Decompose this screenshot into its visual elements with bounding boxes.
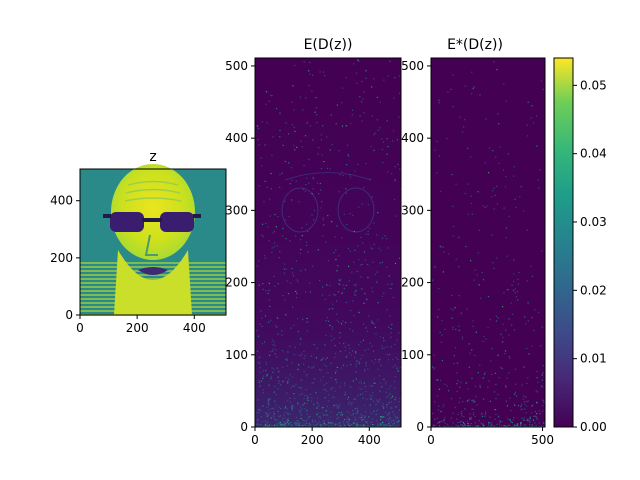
panel-edz-title: E(D(z)) — [304, 37, 353, 53]
colorbar-tick-label: 0.05 — [580, 78, 607, 92]
panel-z:0-xtick-label: 400 — [183, 321, 206, 335]
panel-estar-axes: 0 500 0 100 200 300 400 500 — [401, 59, 554, 447]
panel-z:0-ytick-label: 0 — [65, 308, 73, 322]
panel-edz-ytick-label: 200 — [225, 276, 248, 290]
colorbar-tick-label: 0.04 — [580, 147, 607, 161]
panel-edz-image — [254, 57, 402, 428]
colorbar-tick-label: 0.01 — [580, 352, 607, 366]
panel-z:0-xtick-label: 0 — [76, 321, 84, 335]
colorbar-gradient — [553, 57, 574, 428]
panel-edz-ytick-label: 500 — [225, 59, 248, 73]
panel-estar-ytick-label: 400 — [401, 131, 424, 145]
panel-estar-image — [430, 57, 546, 428]
panel-estar-title: E*(D(z)) — [447, 37, 503, 53]
colorbar-tick-label: 0.02 — [580, 283, 607, 297]
panel-estar-ytick-label: 500 — [401, 59, 424, 73]
panel-edz-xtick-label: 400 — [358, 433, 381, 447]
panel-edz-xtick-label: 0 — [251, 433, 259, 447]
colorbar-tick-label: 0.03 — [580, 215, 607, 229]
panel-edz: E(D(z)) 0 200 400 0 100 200 300 400 500 — [225, 37, 402, 447]
panel-edz-ytick-label: 100 — [225, 348, 248, 362]
colorbar-axis: 0.00 0.01 0.02 0.03 0.04 0.05 — [573, 78, 607, 434]
panel-estar: E*(D(z)) 0 500 0 100 200 300 400 500 — [401, 37, 554, 447]
panel-z-image — [79, 164, 227, 316]
panel-estar-ytick-label: 0 — [416, 420, 424, 434]
colorbar: 0.00 0.01 0.02 0.03 0.04 0.05 — [553, 57, 607, 434]
panel-estar-ytick-label: 300 — [401, 203, 424, 217]
panel-estar-xtick-label: 0 — [427, 433, 435, 447]
panel-edz-ytick-label: 0 — [240, 420, 248, 434]
panel-estar-xtick-label: 500 — [531, 433, 554, 447]
panel-edz-ytick-label: 400 — [225, 131, 248, 145]
panel-z: z 0 200 400 0 200 400 — [50, 149, 227, 335]
panel-z:0-ytick-label: 400 — [50, 194, 73, 208]
panel-z:0-xtick-label: 200 — [126, 321, 149, 335]
panel-z-axes: 0 200 400 0 200 400 — [50, 194, 206, 335]
panel-z:0-ytick-label: 200 — [50, 251, 73, 265]
panel-z-title: z — [149, 149, 156, 165]
panel-edz-axes: 0 200 400 0 100 200 300 400 500 — [225, 59, 381, 447]
colorbar-tick-label: 0.00 — [580, 420, 607, 434]
panel-edz-xtick-label: 200 — [301, 433, 324, 447]
panel-edz-ytick-label: 300 — [225, 203, 248, 217]
panel-estar-ytick-label: 100 — [401, 348, 424, 362]
panel-estar-ytick-label: 200 — [401, 276, 424, 290]
